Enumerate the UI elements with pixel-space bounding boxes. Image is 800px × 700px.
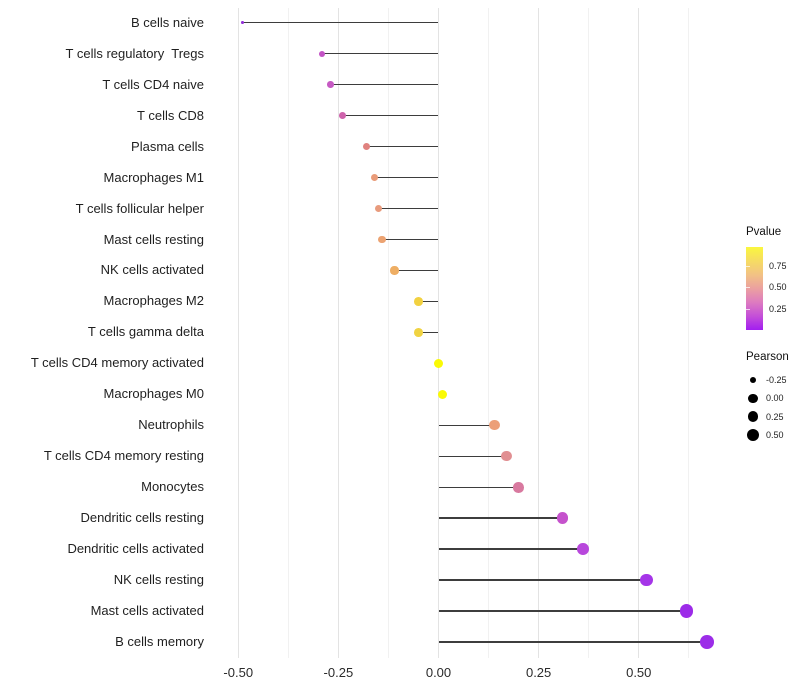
x-axis-tick-label: 0.00 xyxy=(425,665,452,680)
row-label: Mast cells resting xyxy=(103,231,204,247)
gridline xyxy=(688,8,690,658)
lollipop-dot xyxy=(414,297,423,306)
row-label: Macrophages M0 xyxy=(103,386,204,402)
row-label: B cells memory xyxy=(115,634,204,649)
lollipop-dot xyxy=(489,420,500,431)
lollipop-dot xyxy=(370,173,379,182)
pearson-size-label: 0.50 xyxy=(766,430,784,441)
lollipop-dot xyxy=(640,573,654,587)
lollipop-dot xyxy=(378,235,387,244)
lollipop-stem xyxy=(438,517,563,519)
lollipop-dot xyxy=(374,204,383,213)
pearson-size-dot xyxy=(747,411,759,423)
gridline xyxy=(488,8,490,658)
pvalue-colorbar xyxy=(746,247,763,330)
lollipop-stem xyxy=(438,641,707,643)
x-axis-tick-label: -0.25 xyxy=(323,665,354,680)
pearson-size-dot xyxy=(746,428,760,442)
gridline xyxy=(287,8,289,658)
lollipop-dot xyxy=(362,142,371,151)
lollipop-dot xyxy=(240,21,244,25)
lollipop-stem xyxy=(438,486,519,488)
gridline xyxy=(588,8,590,658)
pvalue-tick-label: 0.75 xyxy=(769,260,787,271)
row-label: T cells CD4 naive xyxy=(102,76,204,92)
pearson-size-dot xyxy=(749,376,757,384)
lollipop-stem xyxy=(242,22,439,24)
lollipop-stem xyxy=(378,207,439,210)
pvalue-tick-label: 0.50 xyxy=(769,282,787,293)
row-label: NK cells activated xyxy=(100,262,204,278)
row-label: T cells gamma delta xyxy=(87,324,204,340)
pearson-size-label: -0.25 xyxy=(766,375,787,385)
row-label: T cells regulatory Tregs xyxy=(65,45,204,61)
lollipop-dot xyxy=(556,512,569,524)
x-axis-tick-label: 0.25 xyxy=(525,665,552,680)
row-label: Mast cells activated xyxy=(90,603,204,619)
lollipop-dot xyxy=(319,50,326,57)
lollipop-dot xyxy=(513,481,524,493)
pearson-legend-title: Pearson xyxy=(746,351,789,363)
lollipop-stem xyxy=(438,579,647,581)
gridline xyxy=(638,8,640,658)
lollipop-stem xyxy=(374,176,439,179)
lollipop-stem xyxy=(330,84,439,86)
lollipop-stem xyxy=(394,269,439,272)
lollipop-stem xyxy=(382,238,439,241)
lollipop-dot xyxy=(501,451,512,462)
pvalue-colorbar-tick xyxy=(746,287,750,289)
x-axis-tick-label: -0.50 xyxy=(223,665,254,680)
gridline xyxy=(387,8,389,658)
pearson-size-label: 0.25 xyxy=(766,411,784,422)
lollipop-dot xyxy=(680,604,694,618)
gridline xyxy=(337,8,339,658)
lollipop-stem xyxy=(342,114,439,117)
lollipop-stem xyxy=(322,53,439,55)
gridline xyxy=(438,8,439,658)
row-label: NK cells resting xyxy=(113,572,204,588)
row-label: Dendritic cells activated xyxy=(67,541,204,557)
lollipop-dot xyxy=(576,543,589,555)
lollipop-dot xyxy=(433,358,444,368)
row-label: B cells naive xyxy=(131,14,204,30)
lollipop-dot xyxy=(437,389,448,399)
row-label: T cells CD4 memory resting xyxy=(43,448,204,464)
lollipop-dot xyxy=(327,81,334,88)
pearson-size-dot xyxy=(748,393,758,403)
row-label: Dendritic cells resting xyxy=(80,510,204,526)
x-axis-tick-label: 0.50 xyxy=(626,665,652,680)
row-label: T cells follicular helper xyxy=(75,200,204,216)
lollipop-stem xyxy=(438,455,507,457)
pvalue-colorbar-tick xyxy=(746,308,750,310)
gridline xyxy=(237,8,239,658)
lollipop-dot xyxy=(414,328,423,337)
row-label: T cells CD4 memory activated xyxy=(30,355,204,371)
lollipop-stem xyxy=(418,331,439,334)
lollipop-dot xyxy=(700,635,714,649)
pvalue-legend-title: Pvalue xyxy=(746,226,782,238)
lollipop-stem xyxy=(418,300,439,303)
lollipop-stem xyxy=(438,610,687,612)
lollipop-stem xyxy=(438,424,495,426)
lollipop-dot xyxy=(338,112,346,120)
row-label: Plasma cells xyxy=(131,138,204,154)
lollipop-stem xyxy=(366,145,439,148)
row-label: Neutrophils xyxy=(138,417,204,433)
row-label: Macrophages M1 xyxy=(103,169,204,185)
gridline xyxy=(538,8,540,658)
pearson-size-label: 0.00 xyxy=(766,393,784,404)
row-label: Macrophages M2 xyxy=(103,293,204,309)
lollipop-stem xyxy=(438,548,583,550)
pvalue-colorbar-tick xyxy=(746,265,750,267)
lollipop-dot xyxy=(390,266,399,275)
row-label: T cells CD8 xyxy=(137,107,204,123)
pvalue-tick-label: 0.25 xyxy=(769,303,787,314)
row-label: Monocytes xyxy=(141,479,204,495)
